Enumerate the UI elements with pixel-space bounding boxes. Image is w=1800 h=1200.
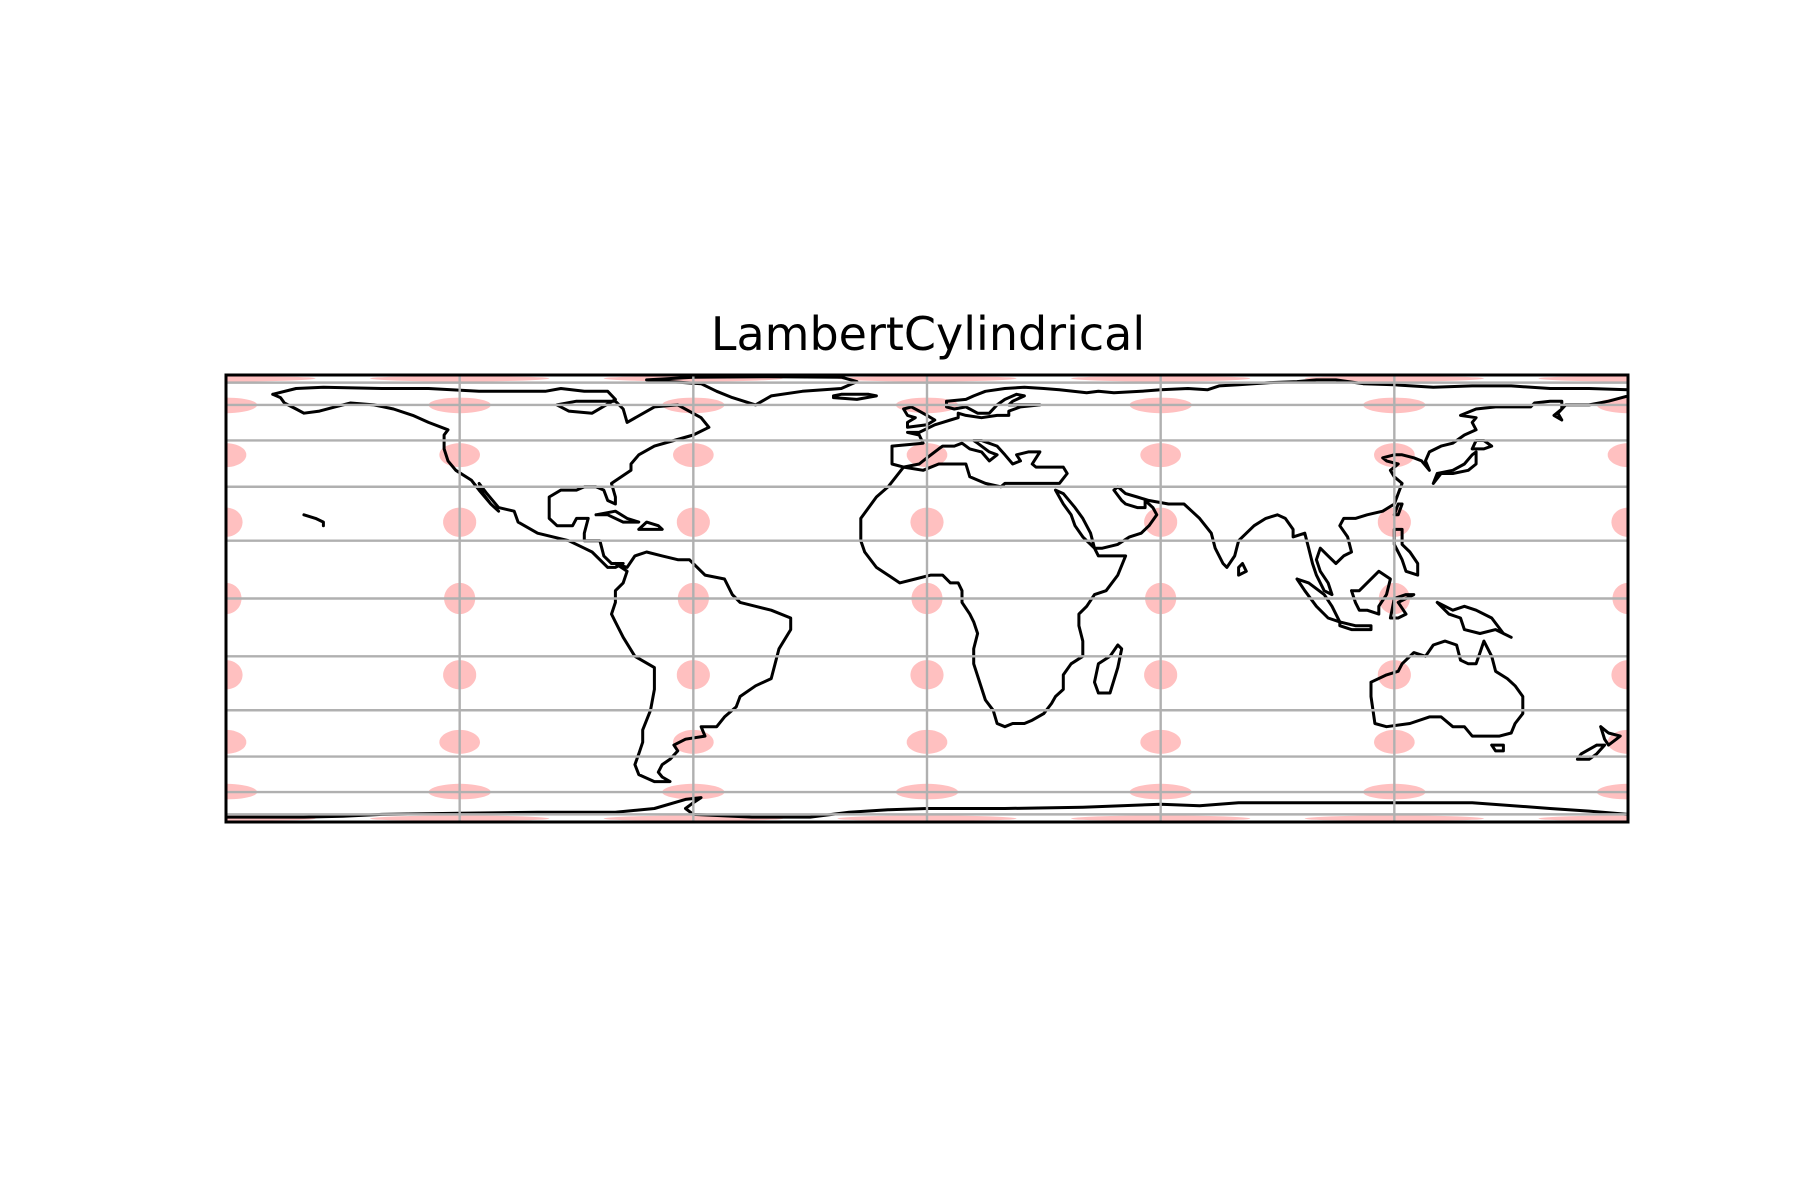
- tissot-indicatrix: [226, 660, 243, 690]
- coastline-madagascar: [1093, 643, 1124, 695]
- coastline-taiwan: [1392, 502, 1404, 517]
- coastline-greenland: [645, 375, 859, 407]
- tissot-indicatrix: [226, 729, 247, 754]
- coastline-new-zealand-north: [1599, 725, 1622, 747]
- map-frame: [224, 373, 1630, 824]
- coastline-cuba: [594, 509, 641, 524]
- tissot-indicatrix: [1611, 660, 1628, 690]
- map-title: LambertCylindrical: [711, 307, 1145, 361]
- tissot-indicatrix: [226, 443, 247, 468]
- tissot-indicatrix: [1538, 815, 1628, 821]
- coastline-hokkaido: [1470, 439, 1494, 451]
- coastline-philippines: [1392, 527, 1420, 577]
- tissot-indicatrix: [226, 376, 316, 382]
- coastline-tasmania: [1490, 743, 1505, 753]
- coastline-australia: [1369, 639, 1525, 738]
- tissot-indicatrix: [1607, 729, 1628, 754]
- gridline-layer: [226, 375, 1628, 822]
- coastline-antarctica: [226, 796, 1628, 819]
- coastline-iceland: [832, 392, 878, 401]
- tissot-indicatrix: [226, 507, 243, 537]
- tissot-indicatrix: [1538, 376, 1628, 382]
- coastline-borneo: [1350, 569, 1392, 616]
- coastline-sri-lanka: [1237, 562, 1248, 577]
- coastline-great-britain: [902, 405, 937, 429]
- coastline-hispaniola: [637, 520, 664, 531]
- map-panel: [226, 375, 1628, 822]
- coastline-japan: [1431, 450, 1478, 485]
- tissot-indicatrix: [1611, 507, 1628, 537]
- coastline-south-america: [610, 550, 793, 784]
- coastline-new-guinea: [1435, 600, 1513, 639]
- coastline-eurasia: [859, 378, 1628, 729]
- coastline-hawaii: [302, 513, 325, 528]
- tissot-indicatrix: [1607, 443, 1628, 468]
- coastline-new-zealand-south: [1575, 743, 1607, 761]
- coastline-java: [1338, 620, 1373, 632]
